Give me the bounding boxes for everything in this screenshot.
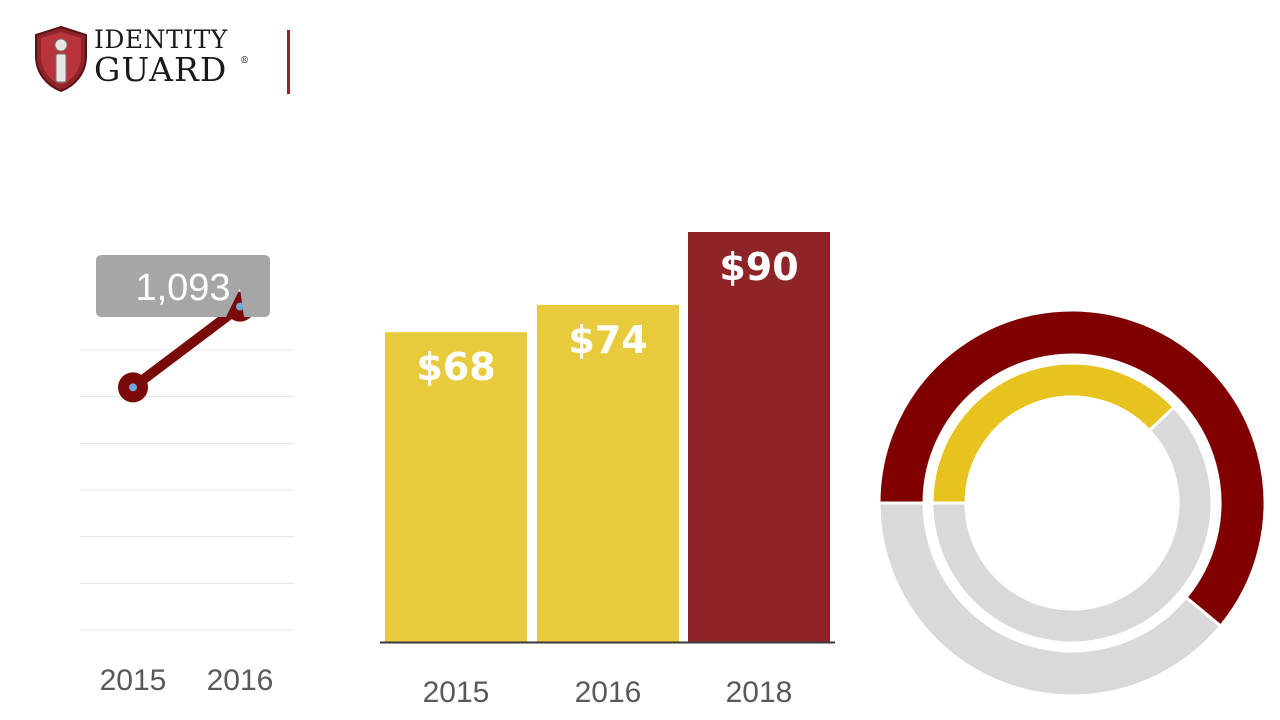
ring-segment-inner [930, 361, 1177, 505]
x-tick-label: 2018 [726, 676, 793, 709]
ring-remainder-outer [877, 501, 1223, 698]
bar [537, 304, 679, 642]
x-tick-label: 2015 [423, 676, 490, 709]
ring-remainder-inner [930, 405, 1214, 645]
logo-wordmark-line1: IDENTITY [94, 25, 228, 54]
logo-registered-mark: ® [240, 56, 249, 66]
data-point-center [236, 302, 244, 311]
bar [688, 232, 830, 642]
ring-segment-outer [877, 308, 1267, 629]
identity-guard-logo: IDENTITY GUARD ® [30, 24, 260, 94]
x-tick-label: 2015 [100, 664, 167, 697]
bar-data-label: $68 [416, 345, 495, 389]
header-divider [287, 30, 290, 94]
x-tick-label: 2016 [207, 664, 274, 697]
data-point-center [129, 383, 137, 392]
logo-wordmark-line2: GUARD [94, 50, 228, 89]
bar-data-label: $74 [568, 318, 647, 362]
x-tick-label: 2016 [575, 676, 642, 709]
bar-data-label: $90 [719, 245, 798, 289]
callout-value: 1,093 [135, 267, 230, 309]
shield-icon [35, 26, 87, 92]
callout-bubble [96, 255, 270, 317]
series-line [128, 301, 245, 393]
bar [385, 332, 527, 642]
